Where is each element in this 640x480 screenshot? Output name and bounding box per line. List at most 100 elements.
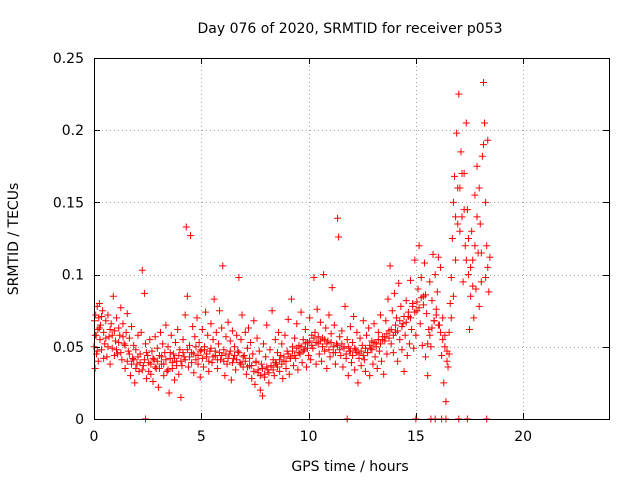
data-point: [270, 372, 278, 380]
data-point: [441, 331, 449, 339]
data-point: [212, 328, 220, 336]
data-point: [213, 364, 221, 372]
data-point: [195, 338, 203, 346]
data-point: [207, 344, 215, 352]
data-point: [273, 363, 281, 371]
data-point: [411, 256, 419, 264]
data-point: [296, 350, 304, 358]
data-point: [278, 340, 286, 348]
data-point: [467, 263, 475, 271]
data-point: [232, 366, 240, 374]
data-point: [458, 213, 466, 221]
data-point: [475, 184, 483, 192]
data-point: [343, 336, 351, 344]
data-point: [265, 369, 273, 377]
data-point: [243, 363, 251, 371]
data-point: [454, 184, 462, 192]
data-points: [90, 79, 494, 423]
data-point: [148, 347, 156, 355]
data-point: [402, 318, 410, 326]
data-point: [207, 320, 215, 328]
data-point: [471, 191, 479, 199]
data-point: [151, 333, 159, 341]
data-point: [253, 334, 261, 342]
data-point: [382, 317, 390, 325]
data-point: [293, 344, 301, 352]
data-point: [428, 324, 436, 332]
data-point: [194, 351, 202, 359]
data-point: [153, 357, 161, 365]
data-point: [473, 213, 481, 221]
data-point: [346, 347, 354, 355]
data-point: [208, 359, 216, 367]
data-point: [237, 336, 245, 344]
data-point: [138, 266, 146, 274]
data-point: [461, 242, 469, 250]
data-point: [126, 372, 134, 380]
data-point: [248, 375, 256, 383]
data-point: [338, 340, 346, 348]
data-point: [163, 367, 171, 375]
data-point: [221, 372, 229, 380]
data-point: [222, 350, 230, 358]
data-point: [160, 360, 168, 368]
data-point: [181, 311, 189, 319]
data-point: [162, 321, 170, 329]
data-point: [376, 311, 384, 319]
x-tick-label: 10: [300, 429, 318, 445]
data-point: [320, 271, 328, 279]
data-point: [154, 383, 162, 391]
data-point: [380, 370, 388, 378]
data-point: [460, 206, 468, 214]
data-point: [162, 356, 170, 364]
data-point: [446, 299, 454, 307]
data-point: [224, 318, 232, 326]
data-point: [149, 354, 157, 362]
data-point: [369, 360, 377, 368]
data-point: [194, 360, 202, 368]
data-point: [423, 310, 431, 318]
data-point: [123, 357, 131, 365]
y-tick-label: 0.1: [62, 268, 84, 284]
data-point: [426, 278, 434, 286]
data-point: [92, 311, 100, 319]
data-point: [340, 344, 348, 352]
data-point: [344, 343, 352, 351]
data-point: [252, 359, 260, 367]
data-point: [414, 285, 422, 293]
data-point: [462, 256, 470, 264]
data-point: [407, 276, 415, 284]
data-point: [417, 273, 425, 281]
data-point: [101, 340, 109, 348]
data-point: [311, 328, 319, 336]
data-point: [297, 343, 305, 351]
data-point: [370, 338, 378, 346]
chart-title: Day 076 of 2020, SRMTID for receiver p05…: [197, 21, 502, 37]
data-point: [313, 305, 321, 313]
data-point: [234, 347, 242, 355]
data-point: [342, 350, 350, 358]
data-point: [394, 327, 402, 335]
y-tick-label: 0.2: [62, 123, 84, 139]
data-point: [482, 198, 490, 206]
data-point: [142, 340, 149, 348]
data-point: [153, 344, 161, 352]
data-point: [294, 366, 302, 374]
data-point: [328, 284, 336, 292]
data-point: [437, 263, 445, 271]
data-point: [118, 356, 126, 364]
data-point: [167, 331, 175, 339]
data-point: [381, 337, 389, 345]
data-point: [239, 353, 247, 361]
data-point: [455, 90, 463, 98]
data-point: [175, 351, 183, 359]
data-point: [352, 346, 360, 354]
data-point: [96, 321, 104, 329]
data-point: [321, 347, 329, 355]
y-tick-label: 0.25: [53, 51, 84, 67]
data-point: [120, 340, 128, 348]
data-point: [121, 341, 129, 349]
data-point: [317, 357, 325, 365]
data-point: [91, 331, 99, 339]
data-point: [334, 341, 342, 349]
